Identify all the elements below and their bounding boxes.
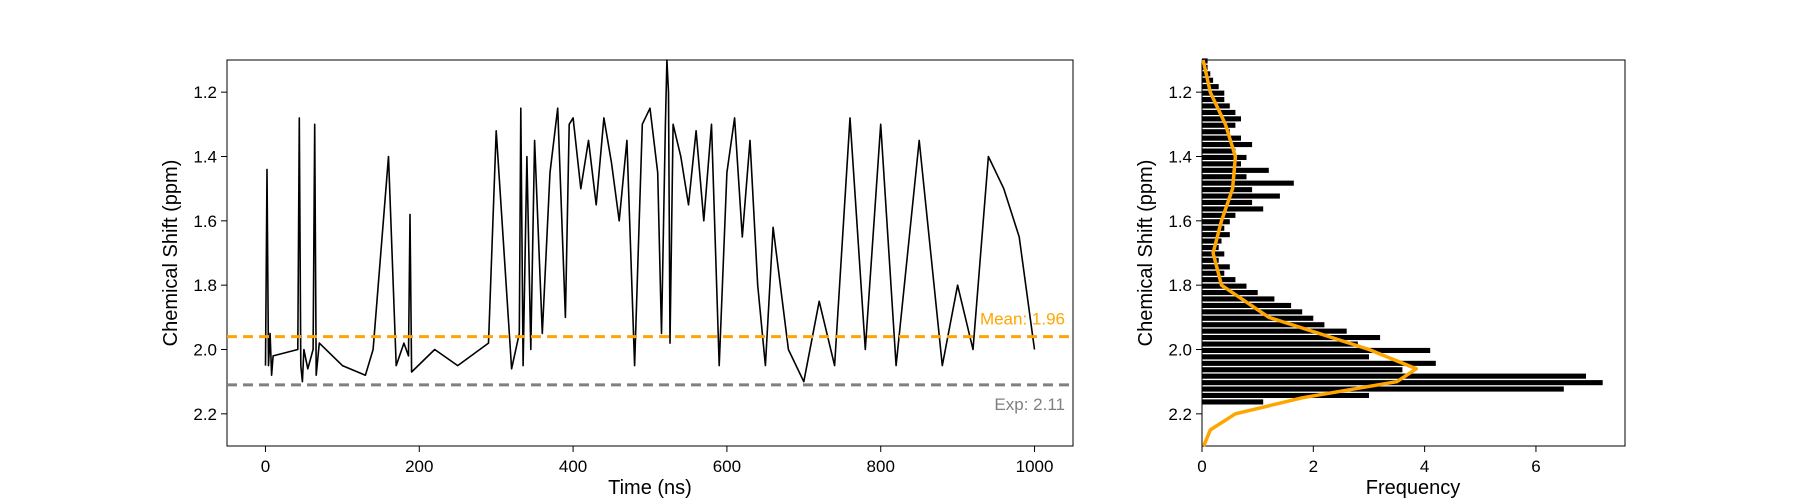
x-tick-label: 1000 bbox=[1016, 457, 1054, 476]
y-tick-label: 1.8 bbox=[1168, 276, 1192, 295]
x-axis-title: Frequency bbox=[1366, 477, 1461, 499]
histogram-bar bbox=[1202, 122, 1236, 128]
x-tick-label: 4 bbox=[1420, 457, 1429, 476]
y-tick-label: 1.8 bbox=[193, 276, 217, 295]
reference-line-label-0: Mean: 1.96 bbox=[980, 310, 1065, 329]
histogram-bar bbox=[1202, 322, 1325, 328]
histogram-bar bbox=[1202, 219, 1230, 225]
histogram-bar bbox=[1202, 180, 1294, 186]
y-axis-ticks: 1.2 1.4 1.6 1.8 2.0 2.2 bbox=[1168, 83, 1202, 424]
histogram-bar bbox=[1202, 206, 1264, 212]
x-tick-label: 2 bbox=[1309, 457, 1318, 476]
x-tick-label: 400 bbox=[559, 457, 587, 476]
y-axis-title: Chemical Shift (ppm) bbox=[1135, 160, 1157, 347]
x-axis-title: Time (ns) bbox=[608, 477, 692, 499]
histogram-bar bbox=[1202, 309, 1303, 315]
time-series-plot-area bbox=[226, 59, 1074, 447]
y-axis-ticks: 1.2 1.4 1.6 1.8 2.0 2.2 bbox=[193, 83, 227, 424]
y-tick-label: 2.0 bbox=[1168, 341, 1192, 360]
histogram-bar bbox=[1202, 245, 1219, 251]
fit-curve bbox=[1201, 59, 1419, 447]
histogram-bar bbox=[1202, 380, 1603, 386]
histogram-bar bbox=[1202, 302, 1292, 308]
y-tick-label: 2.2 bbox=[193, 405, 217, 424]
histogram-bar bbox=[1202, 187, 1253, 193]
histogram-bar bbox=[1202, 354, 1369, 360]
reference-lines: Mean: 1.96 Exp: 2.11 bbox=[227, 310, 1073, 414]
histogram-bar bbox=[1202, 232, 1230, 238]
histogram-bar bbox=[1202, 135, 1241, 141]
x-tick-label: 0 bbox=[261, 457, 270, 476]
series-line-0 bbox=[264, 59, 1036, 383]
histogram-bar bbox=[1202, 315, 1314, 321]
histogram-bar bbox=[1202, 148, 1236, 154]
histogram-bar bbox=[1202, 296, 1275, 302]
x-axis-ticks: 0 200 400 600 800 1000 bbox=[261, 446, 1054, 476]
fit-curve-line bbox=[1201, 59, 1419, 447]
histogram-bar bbox=[1202, 373, 1586, 379]
histogram-bar bbox=[1202, 386, 1564, 392]
histogram-bar bbox=[1202, 270, 1225, 276]
y-tick-label: 1.2 bbox=[1168, 83, 1192, 102]
y-tick-label: 1.2 bbox=[193, 83, 217, 102]
histogram-bar bbox=[1202, 347, 1431, 353]
histogram-bar bbox=[1202, 161, 1241, 167]
x-axis-ticks: 0 2 4 6 bbox=[1197, 446, 1541, 476]
histogram-bar bbox=[1202, 174, 1247, 180]
y-tick-label: 1.4 bbox=[193, 148, 217, 167]
chemical-shift-trace bbox=[264, 59, 1036, 383]
x-tick-label: 200 bbox=[405, 457, 433, 476]
y-tick-label: 2.0 bbox=[193, 341, 217, 360]
y-tick-label: 2.2 bbox=[1168, 405, 1192, 424]
histogram-bar bbox=[1202, 142, 1253, 148]
y-axis-title: Chemical Shift (ppm) bbox=[160, 160, 182, 347]
reference-line-label-1: Exp: 2.11 bbox=[994, 395, 1065, 414]
y-tick-label: 1.6 bbox=[1168, 212, 1192, 231]
x-tick-label: 600 bbox=[713, 457, 741, 476]
histogram-bar bbox=[1202, 367, 1403, 373]
histogram-bar bbox=[1202, 225, 1225, 231]
histogram-panel: 0 2 4 6 1.2 1.4 1.6 1.8 2.0 2.2 Frequency Chemic… bbox=[1135, 58, 1626, 499]
x-tick-label: 6 bbox=[1531, 457, 1540, 476]
histogram-bar bbox=[1202, 392, 1369, 398]
histogram-bar bbox=[1202, 360, 1436, 366]
histogram-bar bbox=[1202, 90, 1225, 96]
histogram-bar bbox=[1202, 129, 1230, 135]
histogram-bar bbox=[1202, 341, 1358, 347]
histogram-bar bbox=[1202, 335, 1381, 341]
y-tick-label: 1.4 bbox=[1168, 148, 1192, 167]
y-tick-label: 1.6 bbox=[193, 212, 217, 231]
histogram-bar bbox=[1202, 193, 1280, 199]
histogram-bar bbox=[1202, 257, 1219, 263]
histogram-bar bbox=[1202, 399, 1264, 405]
histogram-bar bbox=[1202, 328, 1347, 334]
histogram-bar bbox=[1202, 238, 1222, 244]
histogram-bar bbox=[1202, 154, 1247, 160]
x-tick-label: 800 bbox=[867, 457, 895, 476]
histogram-bar bbox=[1202, 212, 1236, 218]
x-tick-label: 0 bbox=[1197, 457, 1206, 476]
time-series-panel: Mean: 1.96 Exp: 2.11 0 200 400 600 800 1000 1.… bbox=[160, 59, 1074, 499]
